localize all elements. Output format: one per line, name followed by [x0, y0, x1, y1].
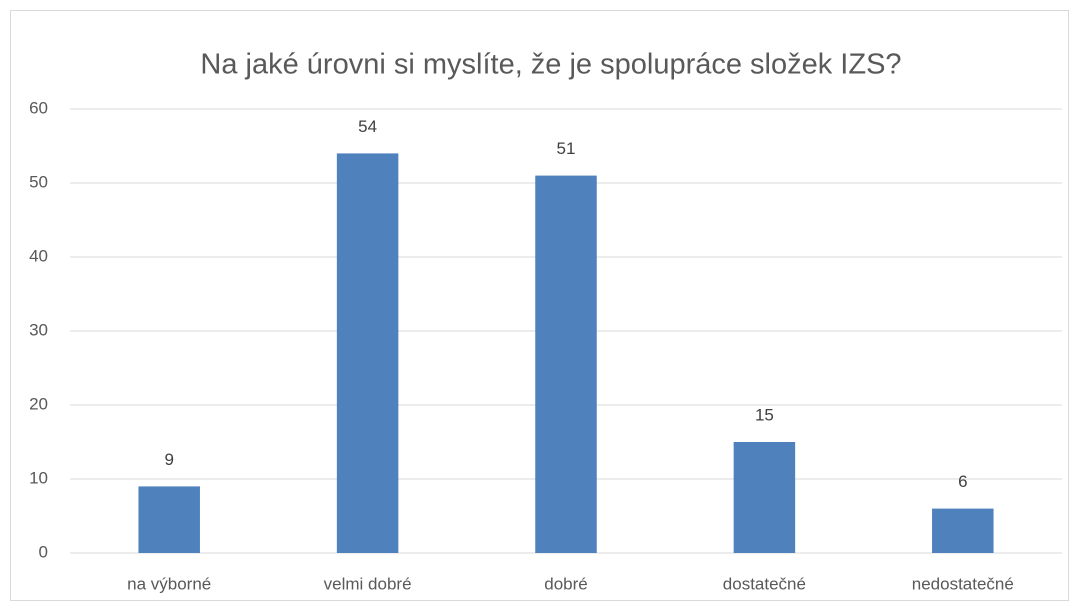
y-tick-label: 10 [29, 468, 48, 487]
y-tick-label: 50 [29, 172, 48, 191]
data-label: 54 [358, 117, 377, 136]
data-label: 6 [958, 472, 967, 491]
y-tick-label: 30 [29, 320, 48, 339]
bar [535, 175, 597, 553]
bar [733, 442, 796, 553]
data-label: 9 [164, 450, 173, 469]
y-tick-label: 40 [29, 246, 48, 265]
data-label: 15 [755, 405, 774, 424]
bar [336, 153, 399, 553]
y-tick-label: 20 [29, 394, 48, 413]
y-tick-label: 60 [29, 98, 48, 117]
x-tick-label: dostatečné [723, 574, 806, 593]
x-tick-label: nedostatečné [912, 574, 1014, 593]
bar [932, 508, 994, 553]
bar [138, 486, 200, 553]
x-tick-label: velmi dobré [324, 574, 412, 593]
chart-title: Na jaké úrovni si myslíte, že je spolupr… [200, 49, 901, 81]
x-tick-label: dobré [544, 574, 587, 593]
data-label: 51 [557, 139, 576, 158]
y-tick-label: 0 [39, 542, 48, 561]
x-tick-label: na výborné [127, 574, 211, 593]
